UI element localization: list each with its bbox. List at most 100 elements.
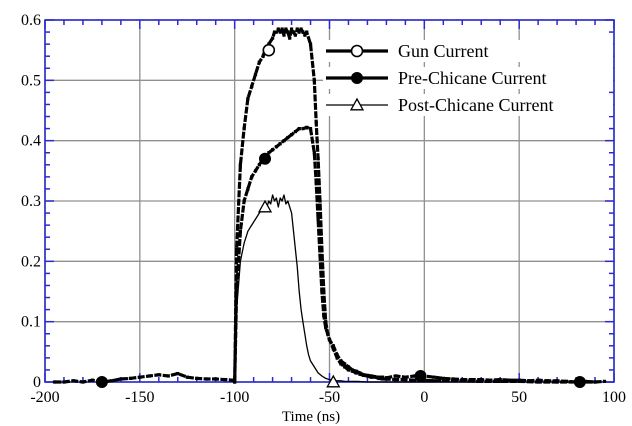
chart-legend: Gun Current Pre-Chicane Current Post-Chica… [323,40,613,116]
data-point [354,369,358,373]
data-point [602,379,607,383]
data-point [555,379,559,383]
data-point [257,60,261,64]
y-tick-label: 0 [33,374,41,391]
data-point [246,187,250,191]
data-point [81,380,85,384]
data-point [90,378,95,382]
data-point [320,289,324,294]
data-point [253,72,258,76]
data-point [508,378,512,382]
data-point [52,380,57,384]
data-point [301,30,305,34]
series-1 [233,27,597,384]
data-point [324,326,328,330]
data-point [233,380,237,384]
data-point [350,368,354,372]
data-point [271,36,275,40]
data-point [291,30,296,34]
data-point [322,314,326,318]
data-point [320,247,324,251]
axis-tick-marks [44,19,615,383]
data-point [316,217,320,221]
data-point [314,181,318,185]
data-point [470,377,474,382]
data-point [278,30,282,34]
data-point [71,379,76,383]
data-point [166,374,170,378]
data-point [326,332,330,336]
data-point [517,378,521,382]
data-point [536,378,540,382]
data-point [128,376,132,380]
data-point [282,33,286,37]
data-point [147,374,151,378]
data-point [238,229,242,233]
data-point [322,289,326,294]
data-point [293,130,297,134]
data-point [489,378,493,382]
data-point [214,377,218,381]
data-point [238,163,242,167]
data-point [354,371,358,375]
legend-item-background [323,94,613,116]
data-point [432,379,436,383]
data-point [267,151,271,155]
data-point [413,378,417,382]
data-point [253,169,258,173]
data-point [274,145,278,149]
data-point [286,30,290,34]
data-point [377,375,381,379]
legend-marker [351,72,363,84]
data-point [305,30,309,34]
data-point [593,380,597,384]
data-point [346,365,351,369]
data-point [369,374,373,378]
series-line [234,194,482,383]
data-point [176,371,180,376]
data-point [498,379,502,383]
series-marker [262,43,276,57]
data-point [441,376,445,380]
data-point [460,377,464,382]
data-point [234,289,239,294]
data-point [498,377,502,382]
y-tick-label: 0.6 [21,12,41,29]
data-point [272,30,277,34]
data-point [316,157,320,161]
data-point [185,375,189,379]
legend-label: Post-Chicane Current [398,95,553,115]
legend-marker [349,97,365,111]
data-point [289,133,294,137]
data-point [564,379,569,383]
data-point [327,338,332,342]
data-point [119,377,123,381]
data-point [331,344,335,348]
series-3 [234,194,482,388]
data-point [339,362,343,366]
data-point [394,374,398,378]
data-point [195,376,199,380]
series-marker [95,376,108,388]
data-point [314,120,318,125]
legend-item-background [323,40,613,62]
data-point [282,139,286,143]
data-point [308,42,313,46]
x-tick-label: 50 [511,389,527,406]
data-point [358,371,362,375]
series-marker [326,374,341,388]
data-point [381,375,385,379]
data-point [284,27,288,31]
data-point [451,377,455,381]
data-point [271,148,275,152]
x-tick-label: -150 [125,389,154,406]
data-point [479,377,483,382]
legend-label: Gun Current [398,41,488,61]
data-point [343,362,347,366]
data-point [303,33,307,37]
data-point [365,373,370,377]
data-point [250,84,254,88]
y-tick-label: 0.2 [21,253,41,270]
x-tick-label: 0 [420,389,428,406]
